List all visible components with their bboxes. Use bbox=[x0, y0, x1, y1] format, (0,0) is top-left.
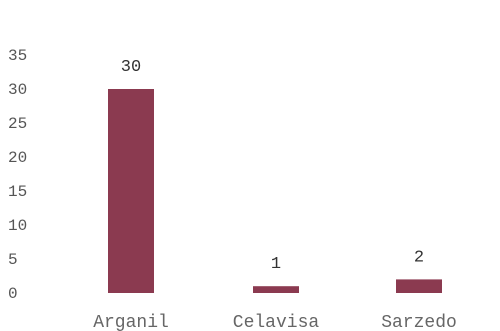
y-tick-label: 0 bbox=[8, 285, 18, 303]
y-tick-label: 15 bbox=[8, 183, 27, 201]
x-tick-label-sarzedo: Sarzedo bbox=[381, 313, 457, 331]
bar-celavisa bbox=[253, 286, 299, 293]
x-axis: Arganil Celavisa Sarzedo bbox=[93, 313, 457, 331]
y-axis: 0 5 10 15 20 25 30 35 bbox=[8, 47, 27, 303]
data-label-celavisa: 1 bbox=[271, 255, 281, 274]
y-tick-label: 35 bbox=[8, 47, 27, 65]
y-tick-label: 5 bbox=[8, 251, 18, 269]
y-tick-label: 30 bbox=[8, 81, 27, 99]
value-labels: 30 1 2 bbox=[121, 58, 424, 274]
bar-sarzedo bbox=[396, 279, 442, 293]
bars bbox=[108, 89, 442, 293]
bar-arganil bbox=[108, 89, 154, 293]
x-tick-label-arganil: Arganil bbox=[93, 313, 169, 331]
y-tick-label: 10 bbox=[8, 217, 27, 235]
y-tick-label: 25 bbox=[8, 115, 27, 133]
y-tick-label: 20 bbox=[8, 149, 27, 167]
data-label-arganil: 30 bbox=[121, 58, 141, 77]
data-label-sarzedo: 2 bbox=[414, 248, 424, 267]
x-tick-label-celavisa: Celavisa bbox=[233, 313, 320, 331]
